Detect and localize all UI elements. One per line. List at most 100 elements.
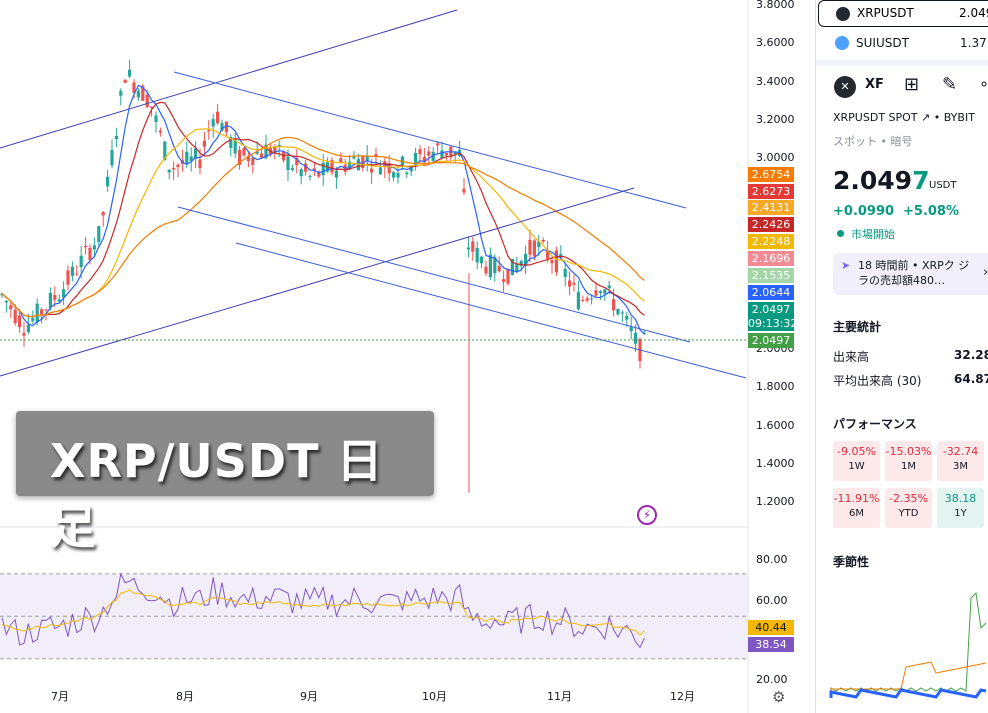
candle-body	[277, 144, 281, 147]
candle-body	[40, 309, 44, 315]
price-tag: 2.2426	[748, 217, 794, 232]
performance-cell[interactable]: -9.05% 1W	[833, 441, 880, 481]
candle-body	[585, 298, 589, 301]
candle-body	[88, 247, 92, 261]
candle-body	[453, 151, 457, 155]
candle-body	[392, 172, 396, 178]
layout-grid-icon[interactable]: ⊞	[904, 74, 920, 95]
candle-body	[62, 289, 66, 298]
candle-body	[114, 135, 118, 139]
candle-body	[418, 149, 422, 155]
candle-body	[211, 119, 215, 127]
candle-body	[554, 250, 558, 273]
candle-body	[189, 156, 193, 162]
candle-body	[374, 154, 378, 157]
candle-body	[44, 309, 48, 311]
candle-body	[176, 164, 180, 168]
candle-body	[308, 175, 312, 177]
candle-body	[612, 299, 616, 311]
trend-line	[235, 242, 747, 379]
market-status-dot	[837, 230, 844, 237]
candle-body	[475, 247, 479, 263]
candle-body	[480, 256, 484, 264]
candle-body	[537, 241, 541, 248]
candle-body	[352, 156, 356, 159]
candle-body	[238, 149, 242, 165]
price-axis-label: 3.6000	[756, 36, 795, 49]
candle-body	[493, 257, 497, 274]
month-label: 8月	[176, 690, 194, 703]
candle-body	[110, 149, 114, 166]
settings-gear-icon[interactable]: ⚙	[772, 688, 786, 706]
performance-cell[interactable]: -15.03% 1M	[885, 441, 932, 481]
symbol-logo-icon: ✕	[834, 76, 856, 98]
candlestick-chart[interactable]	[0, 0, 815, 713]
price-tag: 09:13:32	[748, 316, 798, 331]
chart-title-overlay: XRP/USDT 日 足	[16, 411, 434, 554]
candle-body	[361, 156, 365, 169]
more-icon[interactable]: ∘	[979, 74, 988, 93]
candle-body	[141, 85, 145, 101]
ma-line-orange	[1, 136, 645, 318]
performance-cell[interactable]: 38.18 1Y	[937, 488, 984, 528]
flash-icon[interactable]: ⚡	[637, 505, 657, 525]
watchlist-price: 1.37	[960, 36, 987, 50]
chart-title: XRP/USDT 日 足	[50, 434, 384, 554]
candle-body	[590, 298, 594, 300]
candle-body	[462, 188, 466, 193]
exchange-line[interactable]: XRPUSDT SPOT ↗ • BYBIT	[833, 111, 975, 124]
rsi-ma-line	[1, 589, 645, 636]
avg-volume-label: 平均出来高 (30)	[833, 374, 922, 388]
volume-label: 出来高	[833, 350, 870, 364]
candle-body	[546, 250, 550, 259]
news-card[interactable]: ➤ 18 時間前 • XRPク ジラの売却額480… ›	[833, 253, 988, 295]
price-tag: 2.0644	[748, 285, 794, 300]
seasonality-chart	[829, 591, 987, 699]
price-tag: 2.2248	[748, 234, 794, 249]
performance-value: -2.35%	[889, 492, 928, 505]
watchlist-price: 2.049	[959, 6, 988, 20]
candle-body	[515, 263, 519, 272]
price-chart-area[interactable]: 3.8000 3.6000 3.4000 3.2000 3.0000 2.0000 1.80…	[0, 0, 815, 713]
candle-body	[436, 143, 440, 146]
performance-period: 6M	[849, 508, 864, 519]
performance-cell[interactable]: -2.35% YTD	[885, 488, 932, 528]
currency: USDT	[929, 180, 957, 191]
candle-body	[48, 292, 52, 308]
seasonality-line	[830, 591, 987, 693]
candle-body	[136, 90, 140, 98]
month-label: 12月	[670, 690, 695, 703]
performance-period: 1Y	[954, 508, 967, 519]
channel-line	[0, 187, 635, 377]
candle-body	[550, 260, 554, 264]
trend-line	[173, 71, 687, 209]
candle-body	[132, 82, 136, 93]
candle-body	[251, 158, 255, 166]
candle-body	[97, 226, 101, 242]
edit-note-icon[interactable]: ✎	[942, 74, 958, 95]
candle-body	[13, 309, 17, 324]
candle-body	[484, 266, 488, 274]
month-label: 10月	[422, 690, 447, 703]
performance-cell[interactable]: -32.74 3M	[937, 441, 984, 481]
price-tag: 2.1535	[748, 268, 794, 283]
candle-body	[427, 151, 431, 156]
performance-title: パフォーマンス	[833, 417, 917, 431]
candle-body	[224, 121, 228, 132]
watchlist-row-suiusdt[interactable]: SUIUSDT 1.37	[818, 30, 988, 57]
candle-body	[0, 293, 4, 296]
last-price: 2.0497	[833, 166, 930, 195]
watchlist-row-xrpusdt[interactable]: XRPUSDT 2.049	[818, 0, 988, 27]
candle-body	[444, 152, 448, 156]
rsi-tag: 40.44	[748, 620, 794, 635]
candle-body	[194, 148, 198, 159]
price-axis-label: 1.6000	[756, 419, 795, 432]
performance-value: -11.91%	[833, 492, 880, 505]
sui-logo-icon	[835, 36, 849, 50]
candle-body	[466, 247, 470, 250]
rsi-tag: 38.54	[748, 637, 794, 652]
candle-body	[519, 260, 523, 266]
performance-cell[interactable]: -11.91% 6M	[833, 488, 880, 528]
news-bolt-icon: ➤	[841, 259, 851, 272]
candle-body	[422, 156, 426, 162]
